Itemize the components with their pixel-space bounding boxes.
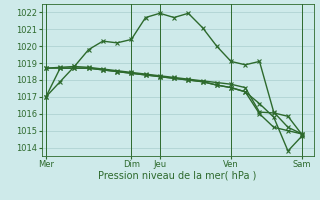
X-axis label: Pression niveau de la mer( hPa ): Pression niveau de la mer( hPa ) (99, 171, 257, 181)
